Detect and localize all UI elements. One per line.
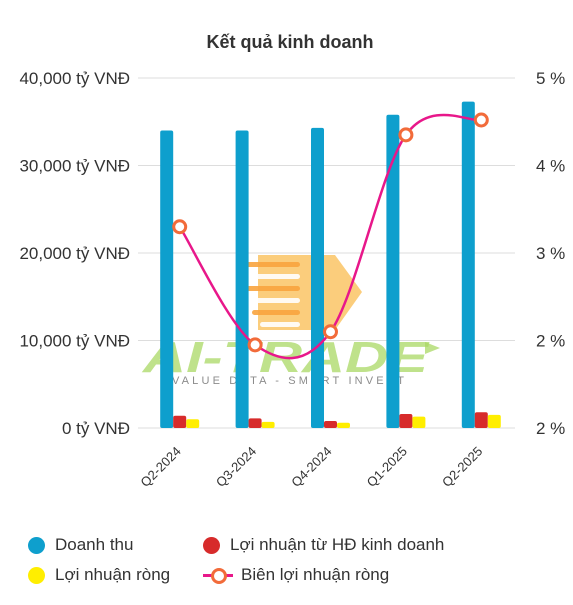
bar-series (160, 101, 501, 428)
y-right-tick-label: 2 % (536, 419, 565, 438)
bar (487, 414, 501, 428)
bar (311, 127, 324, 428)
bar (160, 130, 174, 428)
bar (235, 130, 249, 428)
y-right-tick-label: 4 % (536, 157, 565, 176)
bar (173, 415, 187, 428)
bar (261, 421, 275, 428)
legend-item-bien-loi-nhuan-rong[interactable]: Biên lợi nhuận ròng (203, 565, 389, 585)
chart-title: Kết quả kinh doanh (206, 32, 373, 52)
legend: Doanh thu Lợi nhuận từ HĐ kinh doanh Lợi… (28, 530, 548, 590)
legend-label-loi-nhuan-rong: Lợi nhuận ròng (55, 565, 171, 584)
legend-swatch-loi-nhuan-rong (28, 566, 45, 584)
bar (324, 421, 337, 428)
y-left-tick-label: 40,000 tỷ VNĐ (19, 69, 130, 88)
bar (474, 412, 488, 428)
line-series (172, 112, 489, 360)
bar (337, 422, 350, 428)
y-right-tick-label: 3 % (536, 244, 565, 263)
legend-label-doanh-thu: Doanh thu (55, 535, 134, 554)
y-left-tick-label: 10,000 tỷ VNĐ (19, 332, 130, 351)
x-tick-label: Q3-2024 (213, 444, 259, 490)
bar (186, 419, 200, 428)
legend-item-loi-nhuan-rong[interactable]: Lợi nhuận ròng (28, 565, 203, 585)
y-right-tick-label: 2 % (536, 332, 565, 351)
margin-point (398, 127, 414, 143)
y-left-tick-label: 20,000 tỷ VNĐ (19, 244, 130, 263)
x-axis: Q2-2024 Q3-2024 Q4-2024 Q1-2025 Q2-2025 (137, 444, 485, 490)
y-left-tick-label: 30,000 tỷ VNĐ (19, 157, 130, 176)
bar (248, 418, 262, 428)
bar (399, 414, 413, 428)
x-tick-label: Q1-2025 (364, 444, 410, 490)
x-tick-label: Q2-2024 (137, 444, 183, 490)
margin-point (247, 337, 263, 353)
y-axis-right: 5 % 4 % 3 % 2 % 2 % (536, 69, 565, 438)
legend-swatch-loi-nhuan-hdkd (203, 536, 220, 554)
y-axis-left: 40,000 tỷ VNĐ 30,000 tỷ VNĐ 20,000 tỷ VNĐ 1… (19, 69, 130, 438)
bar (386, 114, 400, 428)
watermark-tagline: VALUE DATA - SMART INVEST (172, 375, 404, 387)
legend-label-bien-loi-nhuan-rong: Biên lợi nhuận ròng (241, 565, 390, 584)
legend-label-loi-nhuan-hdkd: Lợi nhuận từ HĐ kinh doanh (230, 535, 445, 554)
margin-point (172, 219, 188, 235)
bar (412, 416, 426, 428)
y-left-tick-label: 0 tỷ VNĐ (62, 419, 130, 438)
legend-swatch-doanh-thu (28, 536, 45, 554)
bar (461, 101, 475, 428)
legend-item-doanh-thu[interactable]: Doanh thu (28, 535, 203, 555)
margin-point (473, 112, 489, 128)
margin-line (178, 113, 482, 360)
legend-item-loi-nhuan-hdkd[interactable]: Lợi nhuận từ HĐ kinh doanh (203, 535, 444, 555)
x-tick-label: Q4-2024 (288, 444, 334, 490)
margin-point (323, 324, 338, 340)
watermark-emblem (236, 255, 362, 330)
legend-swatch-bien-loi-nhuan-rong (203, 567, 233, 584)
y-right-tick-label: 5 % (536, 69, 565, 88)
x-tick-label: Q2-2025 (439, 444, 485, 490)
